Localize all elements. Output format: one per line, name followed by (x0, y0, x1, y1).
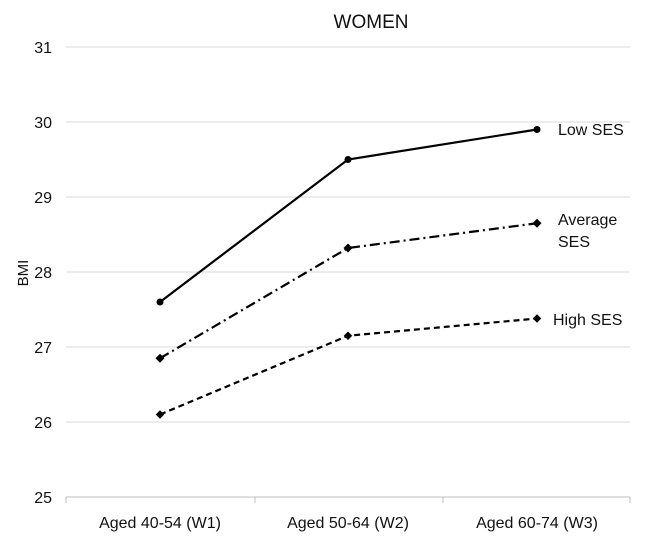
series-average-ses (155, 218, 542, 363)
data-point (533, 126, 541, 133)
series-label-line: High SES (553, 312, 622, 329)
series-low-ses (156, 126, 541, 306)
x-tick-label: Aged 50-64 (W2) (287, 515, 409, 532)
series-label-line: SES (558, 234, 590, 251)
data-point (344, 156, 352, 163)
y-tick-label: 29 (34, 190, 52, 207)
y-tick-label: 25 (34, 490, 52, 507)
axes: 25 26 27 28 29 30 31 Aged 40-54 (W1) Aged 50-64 … (34, 40, 631, 532)
data-point (343, 243, 353, 253)
y-tick-label: 31 (34, 40, 52, 57)
y-tick-label: 26 (34, 415, 52, 432)
data-point (155, 410, 165, 419)
y-tick-label: 30 (34, 115, 52, 132)
series-line (159, 222, 538, 360)
data-point (532, 314, 542, 323)
series-labels: Low SES Average SES High SES (553, 122, 624, 329)
data-point (532, 218, 542, 228)
series-label-line: Average (558, 212, 617, 229)
y-tick-label: 27 (34, 340, 52, 357)
series-line (159, 128, 538, 303)
chart-title: WOMEN (334, 12, 409, 33)
data-point (155, 353, 165, 363)
series-high-ses (155, 314, 542, 419)
y-axis-label: BMI (15, 260, 32, 287)
data-point (156, 298, 164, 306)
data-point (343, 331, 353, 340)
series-lines (155, 126, 542, 419)
series-label-line: Low SES (558, 122, 624, 139)
series-label: High SES (553, 312, 622, 329)
gridlines (66, 46, 630, 423)
series-label: Average SES (558, 212, 617, 251)
x-tick-label: Aged 40-54 (W1) (99, 515, 221, 532)
series-label: Low SES (558, 122, 624, 139)
x-tick-label: Aged 60-74 (W3) (476, 515, 598, 532)
y-tick-label: 28 (34, 265, 52, 282)
